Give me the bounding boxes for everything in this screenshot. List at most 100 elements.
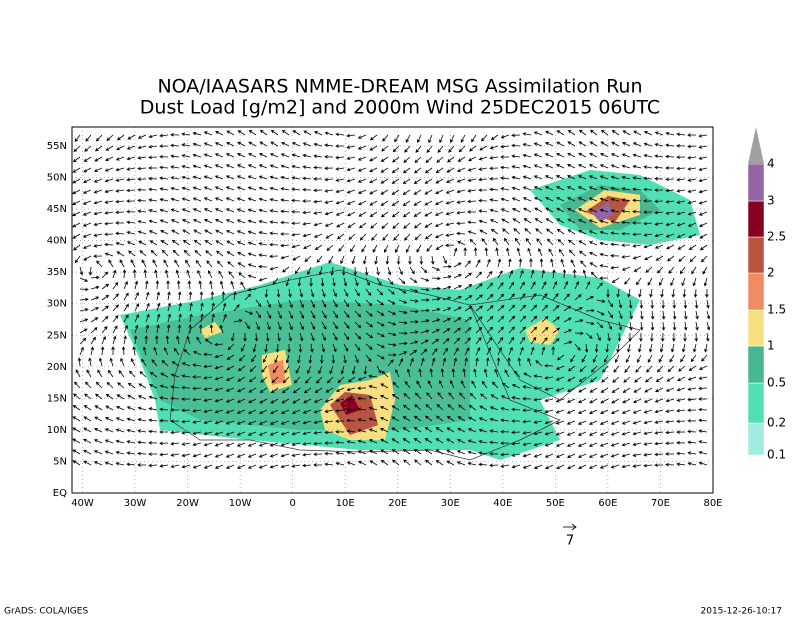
wind-arrow (643, 176, 653, 181)
wind-arrow (348, 233, 356, 240)
wind-arrow (577, 219, 587, 224)
wind-arrow (236, 175, 246, 180)
wind-arrow (269, 175, 279, 180)
wind-arrow (567, 163, 576, 169)
wind-arrow (511, 396, 521, 400)
wind-arrow (610, 453, 620, 458)
wind-arrow (623, 376, 631, 383)
wind-arrow (698, 429, 708, 433)
wind-arrow (236, 153, 246, 158)
wind-arrow (475, 326, 483, 334)
wind-arrow (555, 186, 565, 191)
wind-arrow (380, 189, 389, 195)
wind-arrow (346, 133, 356, 138)
wind-arrow (519, 336, 526, 345)
wind-arrow (481, 238, 488, 246)
wind-arrow (291, 232, 301, 237)
wind-arrow (376, 288, 384, 296)
wind-arrow (511, 143, 521, 148)
wind-arrow (567, 129, 576, 136)
wind-arrow (298, 343, 303, 353)
wind-arrow (596, 299, 606, 303)
wind-arrow (687, 397, 697, 402)
wind-arrow (687, 189, 697, 194)
wind-arrow (303, 130, 312, 136)
wind-arrow (269, 209, 279, 213)
wind-arrow (395, 369, 400, 378)
wind-arrow (478, 462, 488, 467)
wind-arrow (225, 409, 235, 414)
wind-arrow (167, 313, 172, 323)
wind-arrow (357, 145, 367, 150)
wind-arrow (272, 277, 279, 286)
wind-arrow (670, 343, 675, 353)
wind-arrow (391, 189, 400, 195)
wind-arrow (343, 332, 350, 341)
wind-arrow (529, 258, 533, 268)
wind-arrow (351, 365, 356, 375)
wind-arrow (291, 153, 301, 158)
wind-arrow (310, 299, 316, 308)
wind-arrow (112, 293, 119, 301)
wind-arrow (654, 409, 664, 414)
wind-arrow (112, 281, 119, 290)
colorbar-label: 0.2 (767, 416, 786, 430)
wind-arrow (291, 187, 301, 192)
wind-arrow (303, 387, 312, 394)
wind-arrow (467, 450, 477, 455)
wind-arrow (522, 442, 532, 446)
wind-arrow (101, 326, 108, 334)
wind-arrow (500, 395, 510, 400)
wind-arrow (424, 178, 433, 184)
wind-arrow (109, 357, 114, 367)
wind-arrow (622, 387, 631, 393)
wind-arrow (490, 394, 499, 400)
wind-arrow (258, 219, 268, 224)
wind-arrow (82, 189, 92, 194)
wind-arrow (566, 453, 576, 458)
wind-arrow (541, 346, 546, 356)
wind-arrow (577, 431, 587, 436)
wind-arrow (522, 419, 532, 424)
wind-arrow (77, 357, 82, 367)
wind-arrow (357, 134, 367, 139)
wind-arrow (335, 408, 345, 413)
title-line: Dust Load [g/m2] and 2000m Wind 25DEC201… (140, 97, 660, 119)
wind-arrow (491, 381, 499, 389)
wind-arrow (458, 404, 466, 411)
wind-arrow (539, 258, 544, 268)
wind-arrow (199, 291, 204, 301)
wind-arrow (181, 397, 191, 401)
wind-arrow (489, 406, 499, 411)
wind-arrow (467, 230, 477, 235)
wind-arrow (159, 165, 169, 170)
wind-arrow (354, 310, 362, 318)
wind-arrow (72, 167, 81, 173)
wind-arrow (181, 408, 191, 413)
wind-arrow (148, 198, 158, 202)
x-tick-label: 70E (651, 498, 670, 509)
wind-arrow (185, 259, 191, 268)
wind-arrow (665, 430, 675, 435)
wind-arrow (669, 354, 675, 363)
wind-arrow (650, 332, 654, 342)
wind-arrow (475, 259, 481, 268)
wind-arrow (325, 387, 334, 393)
wind-arrow (112, 315, 119, 323)
wind-arrow (192, 431, 202, 435)
wind-arrow (657, 266, 664, 274)
wind-arrow (484, 247, 489, 257)
wind-arrow (214, 175, 224, 180)
wind-arrow (552, 338, 560, 345)
wind-arrow (104, 428, 114, 433)
wind-arrow (449, 380, 455, 389)
wind-arrow (177, 324, 182, 334)
wind-arrow (692, 343, 697, 353)
wind-arrow (277, 332, 281, 342)
wind-arrow (130, 358, 136, 367)
wind-arrow (577, 197, 587, 202)
wind-arrow (379, 406, 389, 411)
wind-arrow (391, 405, 400, 411)
wind-arrow (265, 332, 270, 342)
wind-arrow (672, 299, 677, 309)
